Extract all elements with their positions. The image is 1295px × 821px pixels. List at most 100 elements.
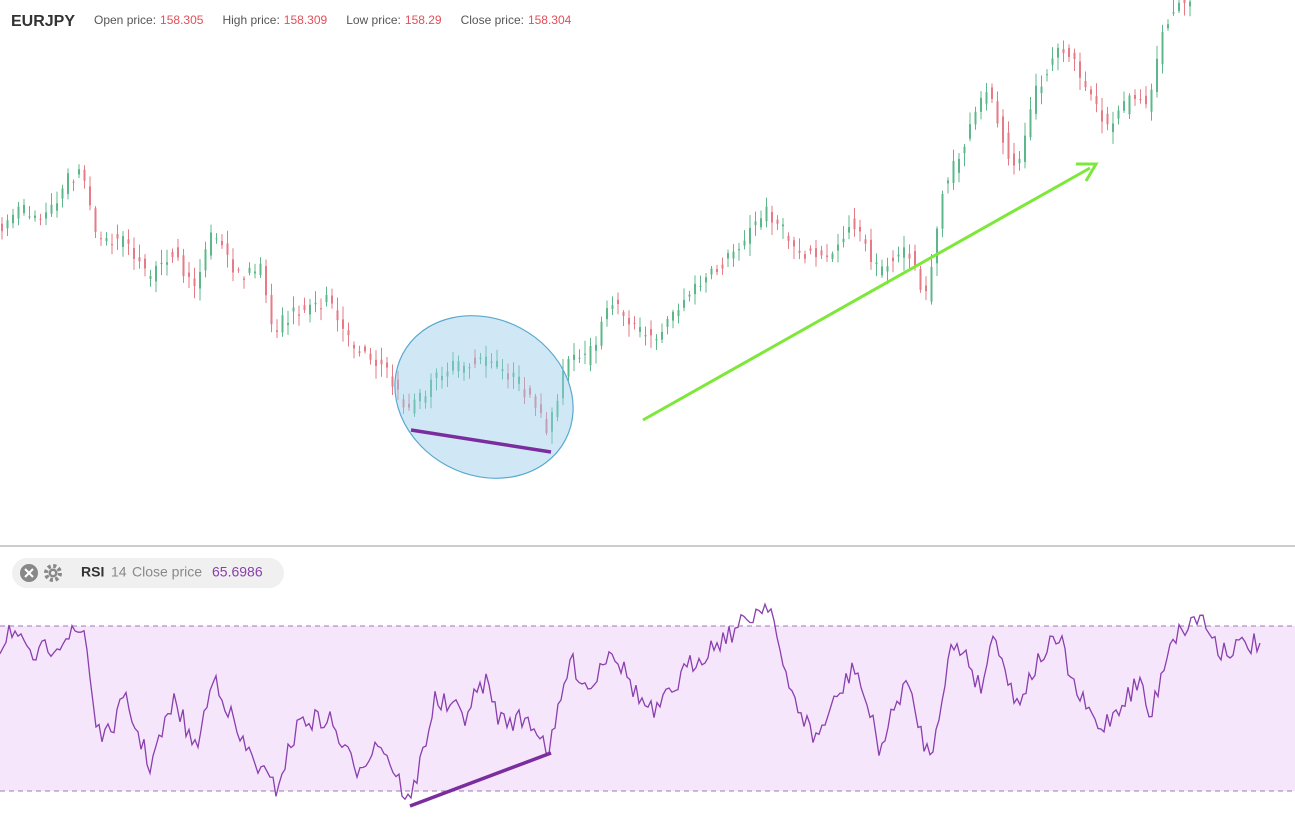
candle-body [386,362,388,368]
candle-body [650,329,652,336]
candle-body [45,212,47,219]
candle-body [782,224,784,227]
settings-icon[interactable] [44,564,62,582]
candle-body [848,227,850,233]
field-value: 158.305 [160,13,204,27]
candle-body [1079,61,1081,78]
candle-body [914,250,916,268]
candle-body [1029,109,1032,138]
candle-body [974,111,977,125]
symbol: EURJPY [11,13,75,30]
candle-body [732,251,735,259]
candle-body [820,250,823,256]
candle-body [265,266,267,296]
candle-body [584,353,586,355]
indicator-source: Close price [132,564,202,580]
candle-body [853,218,856,230]
candle-body [1,223,3,232]
candle-body [353,344,355,349]
indicator-period: 14 [111,564,127,580]
candle-body [875,262,878,264]
candle-body [837,244,839,251]
candle-body [661,331,663,340]
candle-body [798,250,801,253]
candle-body [188,272,190,277]
candle-body [1134,95,1136,99]
field-label: High price: [222,13,279,27]
candle-body [633,322,636,324]
candle-body [441,375,443,381]
candle-body [721,264,724,269]
candle-body [72,181,75,183]
price-candles [1,0,1191,444]
candle-body [287,323,289,325]
candle-body [1068,47,1070,58]
candle-body [56,203,58,211]
candle-body [930,266,933,302]
candle-body [391,376,394,387]
indicator-value: 65.6986 [212,564,263,580]
candle-body [919,268,922,290]
candle-body [452,360,454,371]
candle-body [1002,116,1004,143]
trend-arrow [642,166,1091,422]
candle-body [655,338,658,341]
candle-body [309,304,311,315]
candle-body [94,208,97,232]
candle-body [897,254,900,257]
rsi-line [0,602,1261,801]
candle-body [694,283,696,295]
candle-body [138,257,141,262]
candle-body [1007,132,1010,159]
candle-body [248,267,251,273]
candle-body [17,206,20,219]
candle-body [886,266,889,272]
candle-body [540,404,542,414]
field-label: Open price: [94,13,156,27]
candle-body [1167,24,1169,29]
candle-body [342,319,344,329]
candle-body [325,294,328,303]
candle-body [815,248,817,258]
candle-body [710,268,713,275]
close-icon[interactable] [20,564,38,582]
candle-body [908,253,911,259]
candle-body [1095,96,1098,105]
candle-body [996,101,999,124]
candle-body [628,318,630,325]
candle-body [83,169,86,181]
candle-body [738,249,740,251]
candle-body [958,158,960,173]
candle-body [804,254,806,259]
candle-body [842,238,845,243]
candle-body [28,216,31,218]
candle-body [375,359,377,366]
rsi-band [0,626,1295,791]
candle-body [523,389,526,398]
candle-body [831,253,834,259]
candle-body [529,387,531,395]
candle-body [331,295,333,304]
candle-body [562,370,564,399]
candle-body [743,240,746,246]
candle-body [611,305,614,309]
candle-body [204,249,207,271]
candle-body [881,266,883,276]
candle-body [1145,95,1147,105]
indicator-name: RSI [81,564,104,580]
candle-body [34,215,36,218]
candle-body [1057,47,1059,58]
candle-body [1062,49,1065,53]
candle-body [936,228,938,264]
candle-body [237,269,240,271]
candle-body [589,345,592,366]
candle-body [254,271,256,274]
candle-body [23,204,25,213]
candle-body [413,399,416,414]
candle-body [1090,89,1092,95]
rsi-trendline [409,751,552,808]
candle-body [688,294,691,297]
candle-body [270,295,273,325]
candle-body [1161,31,1164,65]
